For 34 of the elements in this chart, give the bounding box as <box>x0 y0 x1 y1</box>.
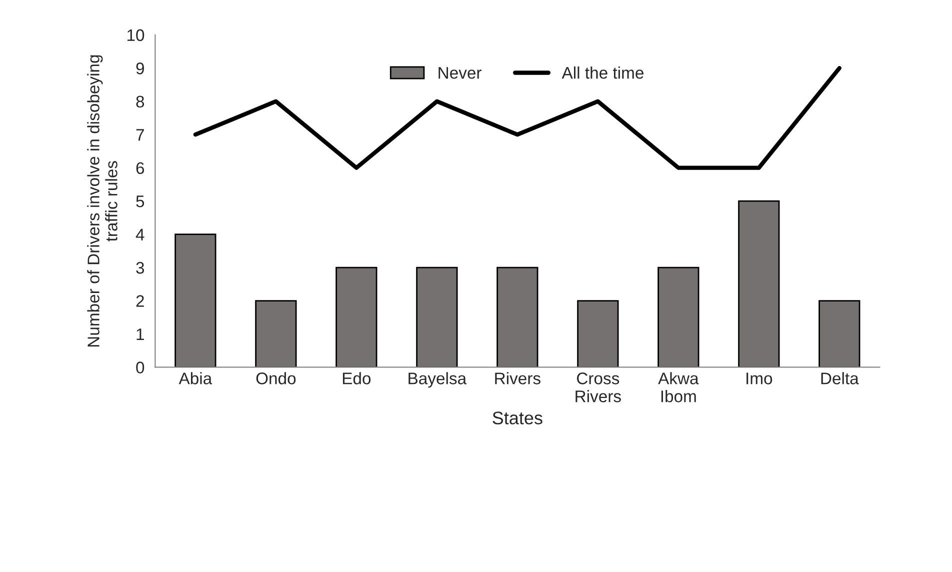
y-tick-label: 0 <box>136 362 144 374</box>
bar <box>255 300 297 368</box>
bar <box>496 266 538 368</box>
y-tick-label: 1 <box>136 328 144 340</box>
y-tick-label: 7 <box>136 129 144 141</box>
x-tick-label: Bayelsa <box>408 372 467 388</box>
line-series <box>193 66 842 170</box>
bar <box>738 200 780 368</box>
y-tick-label: 6 <box>136 162 144 174</box>
bar <box>416 266 458 368</box>
y-tick-label: 3 <box>136 262 144 274</box>
legend-label: All the time <box>562 66 644 79</box>
x-tick-label: Akwa Ibom <box>658 372 699 402</box>
x-tick-label: Ondo <box>256 372 296 384</box>
y-tick-label: 8 <box>136 96 144 108</box>
x-tick-label: Abia <box>178 372 212 384</box>
bar <box>174 234 216 368</box>
x-tick-label: Rivers <box>495 372 540 384</box>
x-tick-label: Imo <box>746 372 772 384</box>
y-axis-title: Number of Drivers involve in disobeying traffic rules <box>87 55 118 347</box>
x-tick-label: Cross Rivers <box>576 372 621 402</box>
bar <box>658 266 700 368</box>
x-axis-title: States <box>492 412 542 424</box>
y-tick-label: 10 <box>127 29 144 42</box>
bar <box>577 300 619 368</box>
y-tick-label: 4 <box>136 228 144 240</box>
y-tick-label: 2 <box>136 295 144 307</box>
legend-label: Never <box>438 67 482 79</box>
x-tick-label: Edo <box>342 372 371 384</box>
y-tick-label: 9 <box>136 62 144 74</box>
bar <box>818 300 860 368</box>
bar <box>336 266 378 368</box>
x-tick-label: Delta <box>821 372 859 384</box>
y-tick-label: 5 <box>136 196 144 208</box>
